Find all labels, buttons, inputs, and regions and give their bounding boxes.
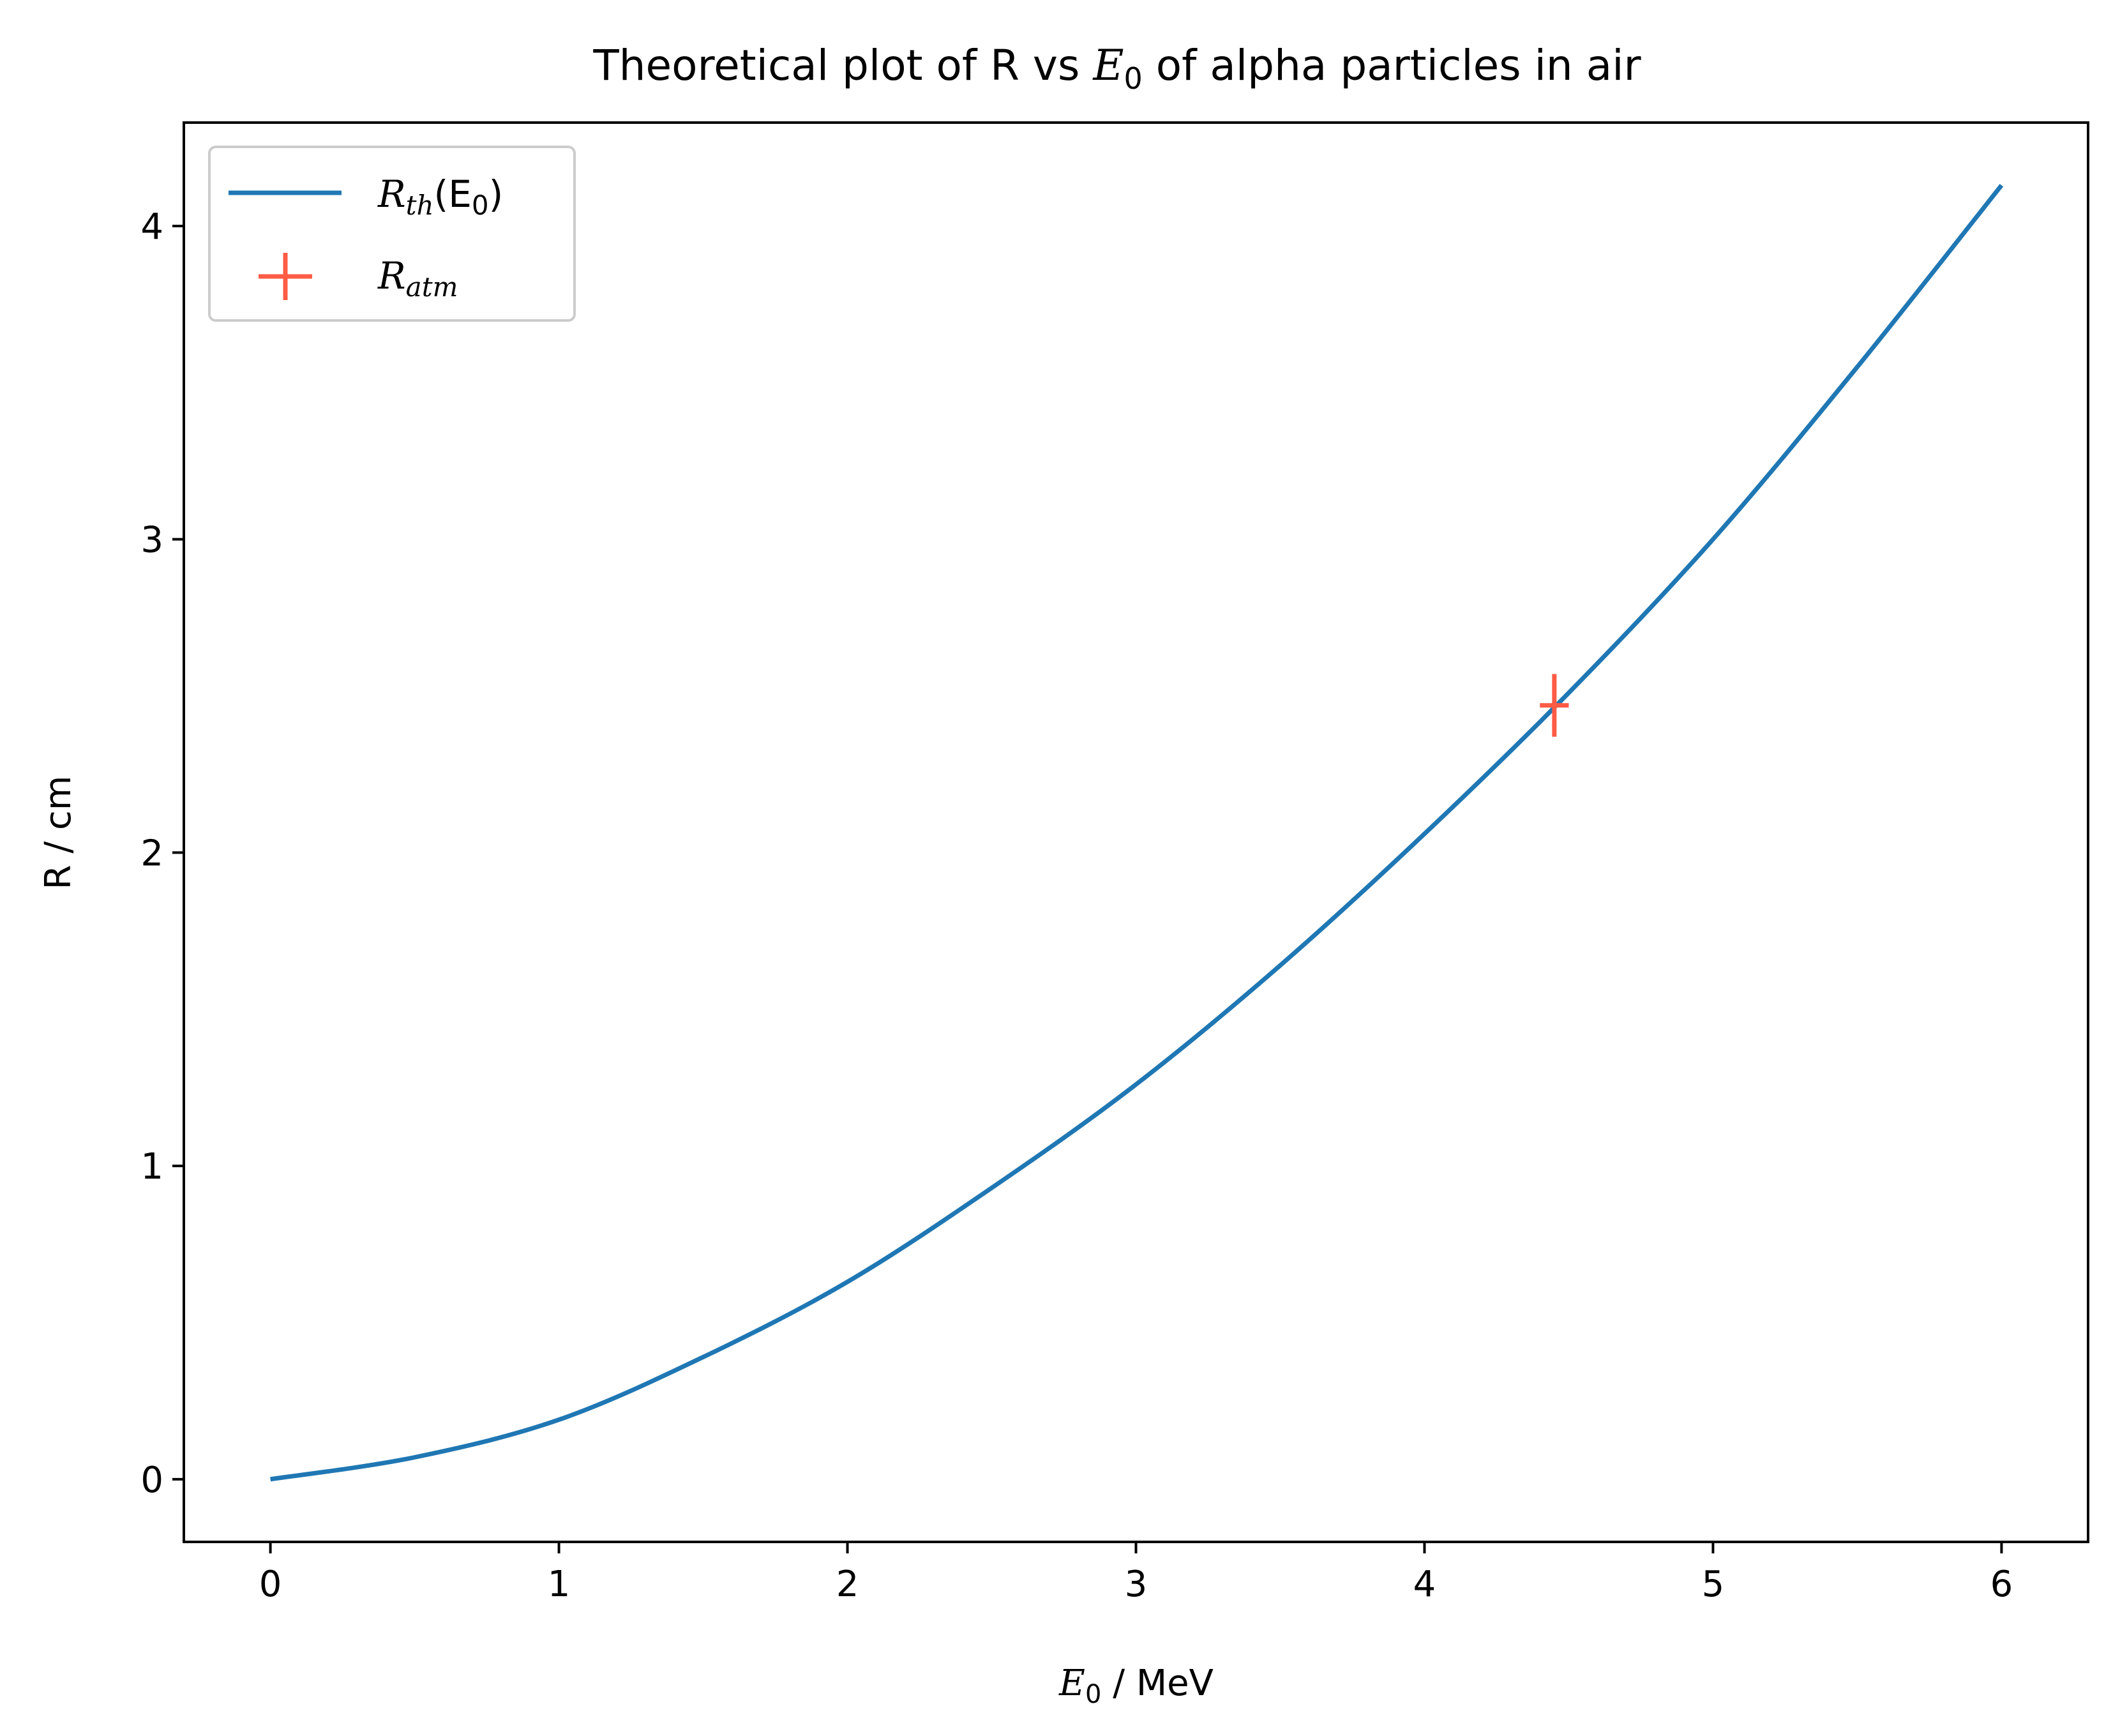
y-tick-label: 1 [140,1146,163,1188]
y-tick-label: 2 [140,833,163,874]
x-tick-label: 2 [836,1564,859,1605]
x-tick-label: 6 [1990,1564,2013,1605]
plot-area [270,183,2004,1482]
legend-label-ratm: Ratm [377,254,458,303]
y-tick-label: 0 [140,1460,163,1501]
x-tick-label: 1 [548,1564,571,1605]
x-tick-label: 4 [1413,1564,1436,1605]
x-axis-label: E0 / MeV [1058,1663,1214,1709]
y-tick-label: 4 [140,206,163,248]
legend: Rth(E0) Ratm [208,146,576,322]
x-tick-label: 0 [259,1564,282,1605]
series-line-rth [270,183,2004,1482]
legend-errorbar-swatch [259,253,312,300]
chart-title: Theoretical plot of R vs E0 of alpha par… [592,41,1641,96]
x-tick-label: 3 [1125,1564,1148,1605]
legend-label-rth: Rth(E0) [377,172,503,221]
x-axis: 0 1 2 3 4 5 6 [259,1542,2013,1605]
x-tick-label: 5 [1702,1564,1725,1605]
y-axis: 0 1 2 3 4 [140,206,184,1501]
y-axis-label: R / cm [38,776,79,890]
y-tick-label: 3 [140,520,163,561]
errorbar-point-ratm [1540,674,1569,737]
